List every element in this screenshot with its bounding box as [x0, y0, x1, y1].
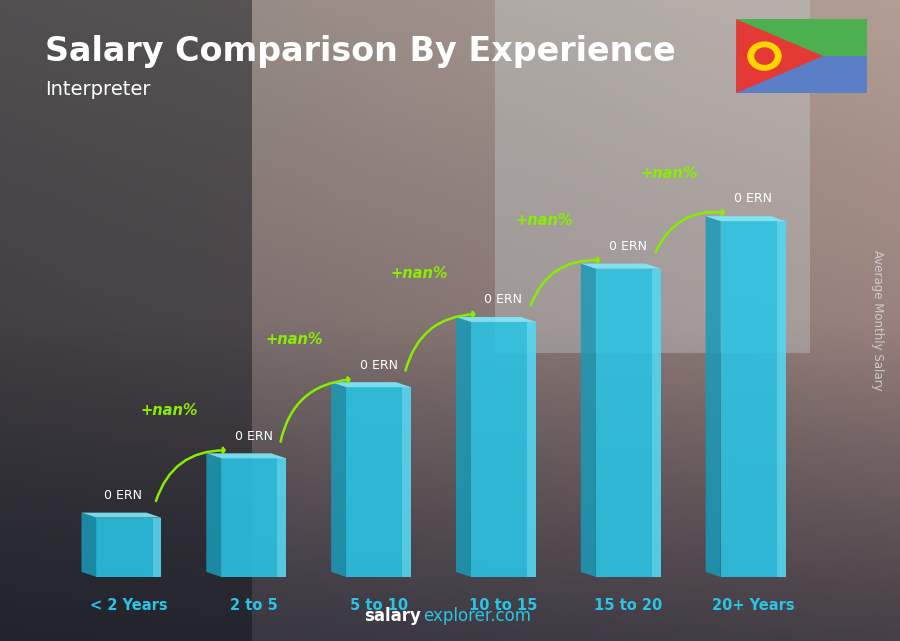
Bar [221, 458, 286, 577]
Polygon shape [736, 19, 824, 93]
Polygon shape [706, 216, 786, 221]
Text: 5 to 10: 5 to 10 [349, 597, 408, 613]
Text: < 2 Years: < 2 Years [90, 597, 167, 613]
Text: salary: salary [364, 607, 421, 625]
Text: explorer.com: explorer.com [423, 607, 531, 625]
Text: Average Monthly Salary: Average Monthly Salary [871, 250, 884, 391]
Text: 0 ERN: 0 ERN [609, 240, 647, 253]
Bar [0, 0, 252, 641]
Bar [527, 322, 536, 577]
Bar [495, 0, 810, 353]
Bar [402, 387, 411, 577]
Bar [777, 221, 786, 577]
Bar [721, 221, 786, 577]
Text: +nan%: +nan% [515, 213, 572, 228]
Text: 0 ERN: 0 ERN [235, 429, 273, 443]
Text: 15 to 20: 15 to 20 [594, 597, 662, 613]
Polygon shape [331, 382, 346, 577]
Bar [96, 518, 161, 577]
Polygon shape [331, 382, 411, 387]
Text: +nan%: +nan% [266, 331, 323, 347]
Polygon shape [456, 317, 536, 322]
Circle shape [748, 42, 781, 70]
Text: 0 ERN: 0 ERN [104, 489, 141, 502]
Bar [736, 56, 867, 93]
Circle shape [755, 48, 774, 64]
Text: +nan%: +nan% [640, 165, 698, 181]
Bar [346, 387, 411, 577]
Polygon shape [82, 513, 161, 518]
Text: 2 to 5: 2 to 5 [230, 597, 277, 613]
Polygon shape [706, 216, 721, 577]
Polygon shape [206, 453, 286, 458]
Polygon shape [580, 263, 661, 269]
Polygon shape [580, 263, 596, 577]
Text: 0 ERN: 0 ERN [484, 294, 522, 306]
Polygon shape [82, 513, 96, 577]
Text: 20+ Years: 20+ Years [712, 597, 795, 613]
Bar [736, 19, 867, 56]
Bar [471, 322, 536, 577]
Text: +nan%: +nan% [140, 403, 198, 418]
Polygon shape [456, 317, 471, 577]
Bar [153, 518, 161, 577]
Text: 0 ERN: 0 ERN [360, 358, 398, 372]
Bar [652, 269, 661, 577]
Bar [596, 269, 661, 577]
Text: +nan%: +nan% [391, 267, 448, 281]
Polygon shape [206, 453, 221, 577]
Text: 10 to 15: 10 to 15 [469, 597, 537, 613]
Text: Salary Comparison By Experience: Salary Comparison By Experience [45, 35, 676, 68]
Bar [277, 458, 286, 577]
Text: Interpreter: Interpreter [45, 80, 150, 99]
Text: 0 ERN: 0 ERN [734, 192, 772, 206]
